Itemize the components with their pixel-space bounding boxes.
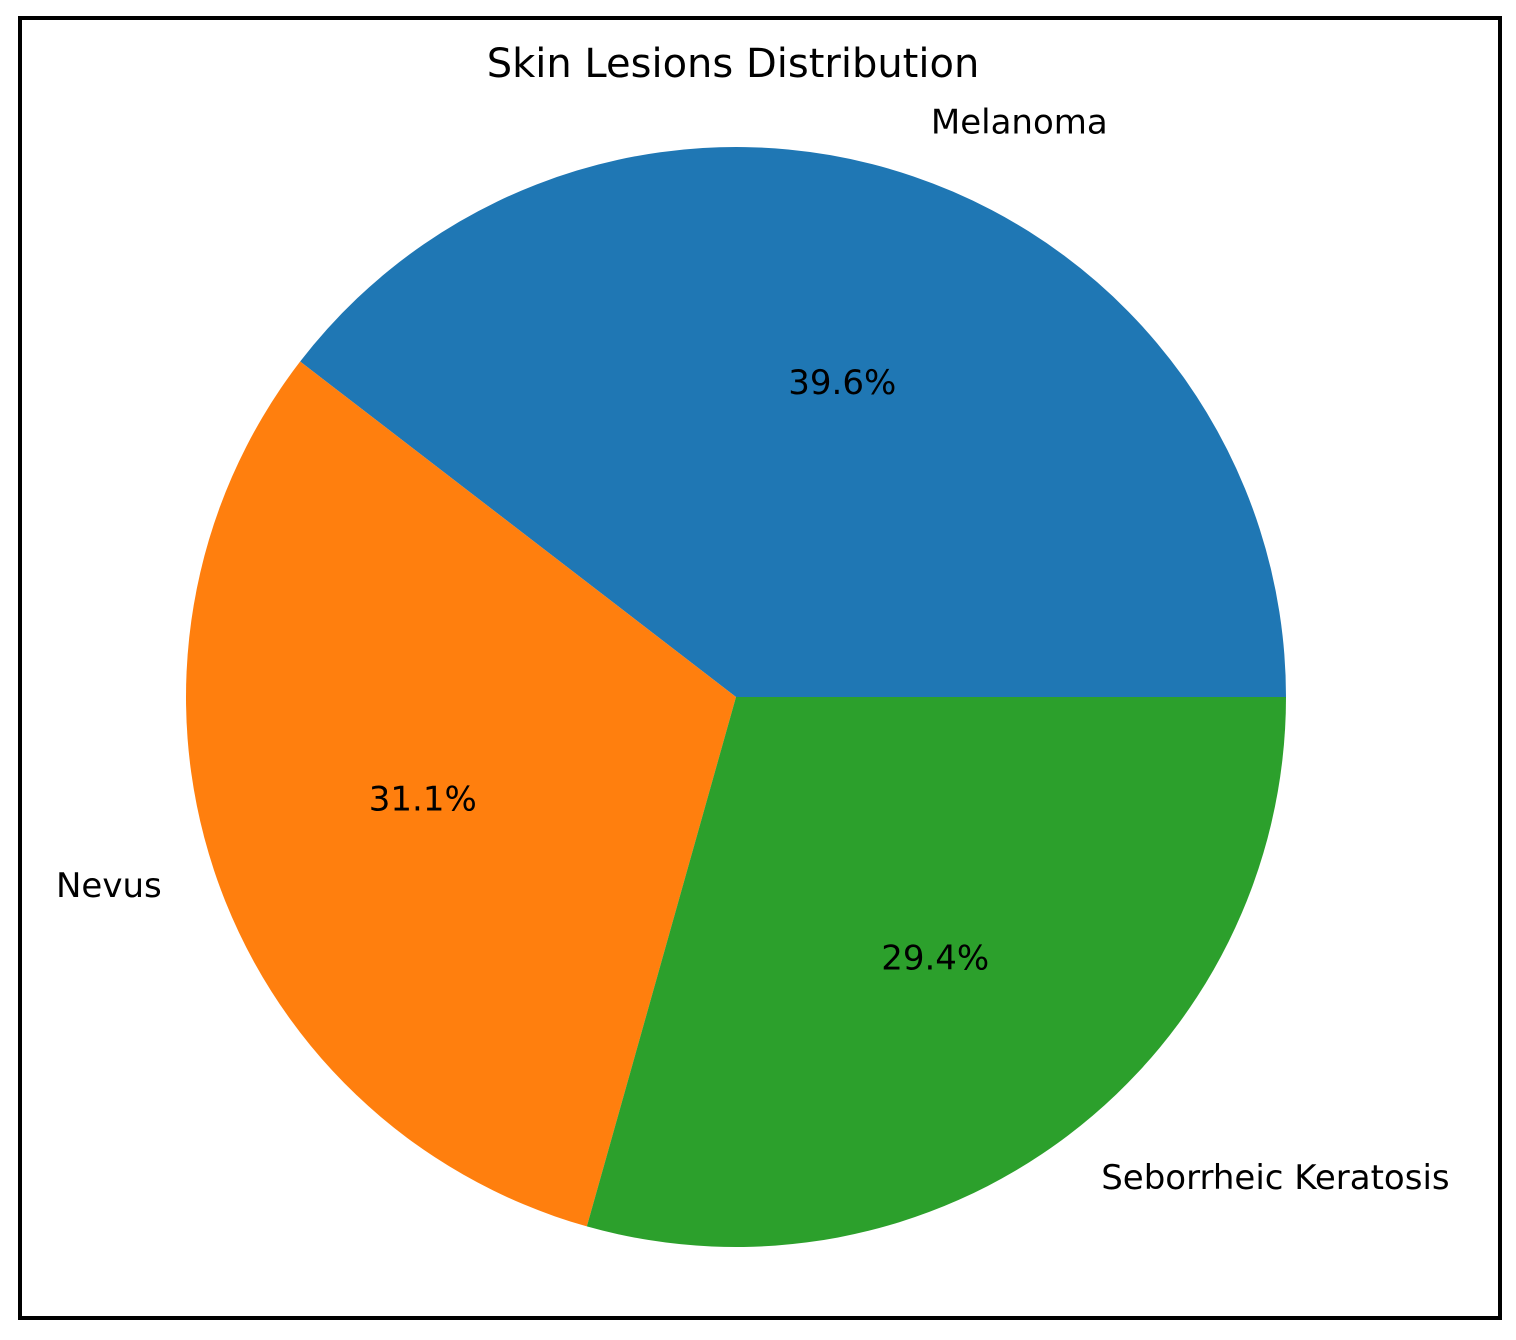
chart-title: Skin Lesions Distribution [487,41,980,87]
value-label: 39.6% [788,363,896,403]
slice-label: Nevus [56,866,162,906]
slice-label: Seborrheic Keratosis [1101,1158,1449,1198]
value-label: 29.4% [881,939,989,979]
value-label: 31.1% [369,779,477,819]
pie-slice [586,697,1287,1247]
slice-label: Melanoma [931,103,1108,143]
pie-slice [186,361,736,1227]
pie-slice [300,147,1287,697]
